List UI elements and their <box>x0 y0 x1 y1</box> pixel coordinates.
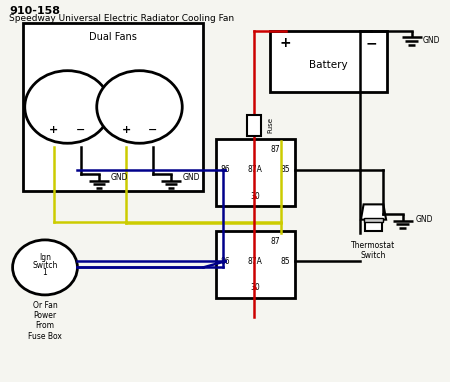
Text: GND: GND <box>415 215 433 224</box>
Text: −: − <box>365 36 377 50</box>
Bar <box>248 115 261 136</box>
Text: Speedway Universal Electric Radiator Cooling Fan: Speedway Universal Electric Radiator Coo… <box>9 14 234 23</box>
Text: +: + <box>122 125 130 135</box>
Text: GND: GND <box>110 173 128 182</box>
Text: −: − <box>76 125 86 135</box>
Text: −: − <box>148 125 157 135</box>
Text: Thermostat
Switch: Thermostat Switch <box>351 241 396 260</box>
Text: +: + <box>280 36 292 50</box>
Bar <box>216 139 295 206</box>
Text: Dual Fans: Dual Fans <box>89 32 136 42</box>
Circle shape <box>97 71 182 143</box>
Text: GND: GND <box>182 173 200 182</box>
Text: 85: 85 <box>280 165 290 174</box>
Text: Battery: Battery <box>309 60 348 70</box>
Text: 910-158: 910-158 <box>9 6 60 16</box>
Bar <box>365 220 382 231</box>
Text: 86: 86 <box>220 257 230 266</box>
Text: 86: 86 <box>220 165 230 174</box>
Text: Fuse: Fuse <box>268 117 274 133</box>
Bar <box>270 31 387 92</box>
Text: Switch: Switch <box>32 261 58 270</box>
Text: Ign: Ign <box>39 253 51 262</box>
Circle shape <box>13 240 77 295</box>
Text: 87A: 87A <box>248 165 263 174</box>
Text: 85: 85 <box>280 257 290 266</box>
Text: 87: 87 <box>270 145 280 154</box>
Bar <box>216 231 295 298</box>
Text: +: + <box>50 125 58 135</box>
Polygon shape <box>361 204 386 220</box>
Text: Or Fan
Power
From
Fuse Box: Or Fan Power From Fuse Box <box>28 301 62 341</box>
Text: 1: 1 <box>43 268 47 277</box>
Text: GND: GND <box>423 36 441 45</box>
Bar <box>364 218 383 222</box>
Text: 30: 30 <box>251 191 260 201</box>
Text: 30: 30 <box>251 283 260 292</box>
Text: 87A: 87A <box>248 257 263 266</box>
Bar <box>22 23 202 191</box>
Text: 87: 87 <box>270 237 280 246</box>
Circle shape <box>25 71 110 143</box>
